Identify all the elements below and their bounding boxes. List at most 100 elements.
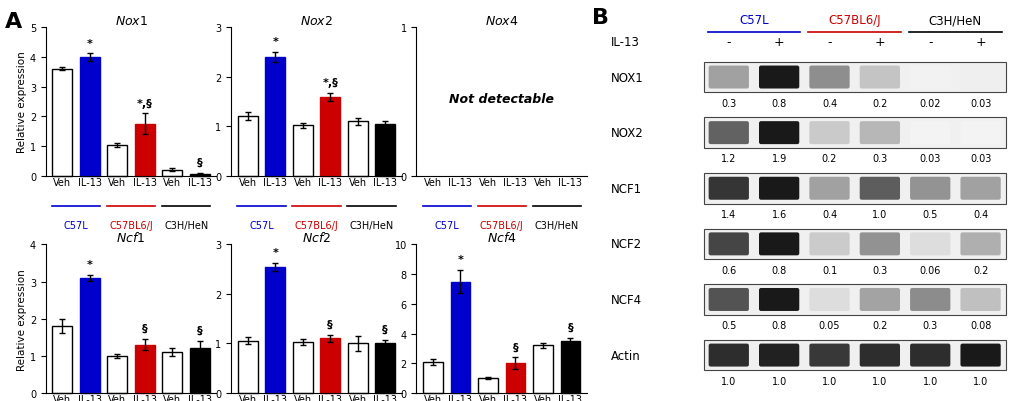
Text: B: B [591,8,608,28]
Text: 0.5: 0.5 [921,210,937,220]
Text: 0.6: 0.6 [720,265,736,275]
Bar [320,338,339,393]
Text: 0.4: 0.4 [972,210,987,220]
Text: 0.03: 0.03 [919,154,940,164]
Title: $\it{Ncf2}$: $\it{Ncf2}$ [302,231,331,245]
Text: C3H/HeN: C3H/HeN [928,14,981,27]
Text: 0.3: 0.3 [871,265,887,275]
Text: NCF1: NCF1 [610,182,641,195]
FancyBboxPatch shape [758,233,799,256]
Bar [265,58,285,176]
Text: NCF4: NCF4 [610,293,641,306]
FancyBboxPatch shape [960,344,1000,367]
Text: 0.03: 0.03 [969,99,990,109]
Bar [703,174,1005,204]
Text: 0.4: 0.4 [821,210,837,220]
Text: C57BL6/J: C57BL6/J [479,221,523,231]
Text: A: A [5,12,22,32]
FancyBboxPatch shape [808,344,849,367]
FancyBboxPatch shape [758,122,799,145]
Bar [237,117,258,176]
Text: §: § [197,157,203,167]
Bar [703,118,1005,148]
FancyBboxPatch shape [859,122,899,145]
FancyBboxPatch shape [960,122,1000,145]
Text: 0.08: 0.08 [969,320,990,330]
FancyBboxPatch shape [909,288,950,311]
Text: -: - [726,36,731,49]
Text: §: § [567,322,573,332]
Text: 0.03: 0.03 [969,154,990,164]
Text: 0.3: 0.3 [871,154,887,164]
FancyBboxPatch shape [960,233,1000,256]
Text: 0.4: 0.4 [821,99,837,109]
Text: C57BL6/J: C57BL6/J [827,14,880,27]
FancyBboxPatch shape [808,177,849,200]
Text: §: § [382,324,387,334]
Title: $\it{Ncf4}$: $\it{Ncf4}$ [486,231,517,245]
Text: 1.9: 1.9 [770,154,786,164]
Text: C57L: C57L [739,14,768,27]
Text: 0.3: 0.3 [922,320,936,330]
FancyBboxPatch shape [708,67,748,89]
Text: 0.2: 0.2 [821,154,837,164]
Bar [423,362,442,393]
Bar [52,326,72,393]
Text: -: - [927,36,931,49]
Bar [162,352,182,393]
Text: 0.3: 0.3 [720,99,736,109]
Text: C3H/HeN: C3H/HeN [348,221,393,231]
FancyBboxPatch shape [758,288,799,311]
FancyBboxPatch shape [808,288,849,311]
Y-axis label: Relative expression: Relative expression [17,52,28,153]
Bar [347,344,367,393]
FancyBboxPatch shape [708,288,748,311]
Text: Not detectable: Not detectable [448,93,553,106]
Bar [703,284,1005,315]
Text: §: § [513,342,518,352]
Text: *: * [458,254,463,264]
Text: 1.0: 1.0 [821,376,837,386]
Bar [450,282,470,393]
Text: +: + [974,36,985,49]
Text: 1.0: 1.0 [871,210,887,220]
FancyBboxPatch shape [960,67,1000,89]
Title: $\it{Ncf1}$: $\it{Ncf1}$ [116,231,146,245]
FancyBboxPatch shape [708,177,748,200]
Text: 0.2: 0.2 [871,320,887,330]
Text: 1.0: 1.0 [871,376,887,386]
FancyBboxPatch shape [758,344,799,367]
Text: 1.0: 1.0 [770,376,786,386]
Bar [135,345,155,393]
Bar [190,174,210,176]
FancyBboxPatch shape [808,122,849,145]
FancyBboxPatch shape [859,67,899,89]
Bar [79,278,100,393]
Bar [347,122,367,176]
Text: 0.2: 0.2 [972,265,987,275]
FancyBboxPatch shape [708,233,748,256]
Bar [703,229,1005,259]
Text: C57L: C57L [64,221,89,231]
Text: §: § [142,323,148,333]
Text: +: + [873,36,884,49]
FancyBboxPatch shape [909,344,950,367]
Bar [375,125,394,176]
Text: *: * [87,259,93,269]
Bar [560,341,580,393]
Bar [52,70,72,176]
Bar [190,348,210,393]
FancyBboxPatch shape [909,122,950,145]
Text: §: § [197,325,203,335]
FancyBboxPatch shape [808,67,849,89]
Title: $\it{Nox1}$: $\it{Nox1}$ [114,15,148,28]
Bar [320,97,339,176]
Text: 1.0: 1.0 [972,376,987,386]
Bar [375,344,394,393]
Bar [292,342,312,393]
Text: 1.0: 1.0 [720,376,736,386]
FancyBboxPatch shape [960,177,1000,200]
Bar [703,63,1005,93]
Text: 0.8: 0.8 [770,265,786,275]
Text: IL-13: IL-13 [610,36,639,49]
